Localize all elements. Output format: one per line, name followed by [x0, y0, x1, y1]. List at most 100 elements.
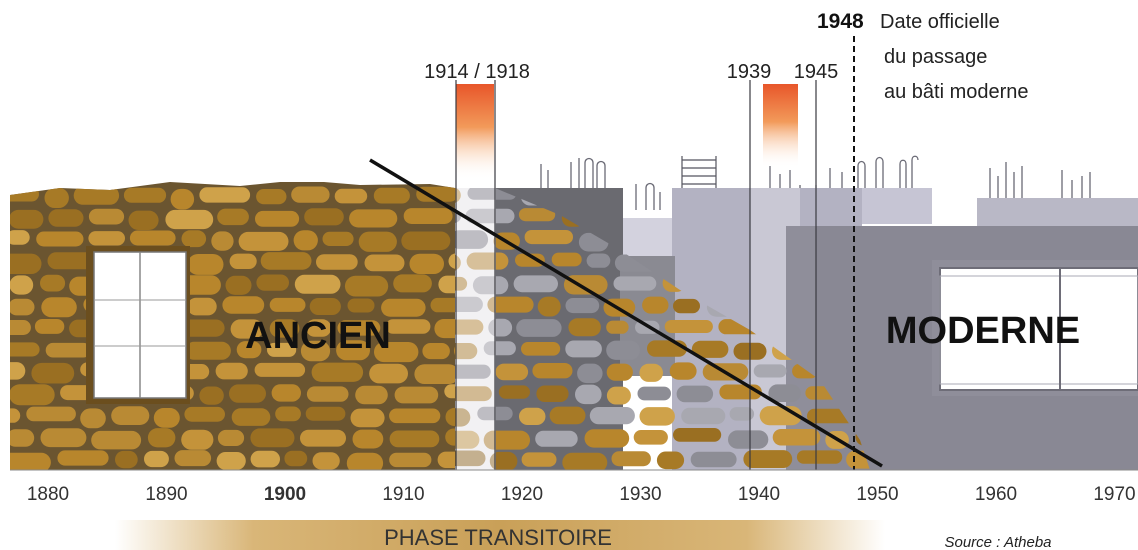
stone	[647, 340, 687, 357]
stone	[165, 209, 214, 230]
stone	[369, 363, 408, 384]
stone	[613, 276, 657, 291]
stone	[381, 298, 426, 317]
stone	[229, 384, 266, 403]
stone	[563, 275, 608, 295]
stone	[385, 319, 431, 334]
stone	[414, 364, 455, 385]
stone	[236, 341, 262, 359]
stone	[532, 363, 573, 379]
stone	[41, 297, 77, 318]
stone	[498, 385, 530, 399]
stone	[589, 407, 635, 425]
stone	[211, 231, 234, 251]
stone	[294, 274, 341, 294]
stone	[10, 209, 44, 229]
stone	[170, 188, 195, 210]
stone	[586, 253, 611, 268]
axis-tick-label: 1930	[619, 484, 661, 505]
stone	[311, 362, 364, 382]
stone	[322, 231, 354, 246]
stone	[129, 230, 176, 246]
label-ww1-years: 1914 / 1918	[424, 61, 530, 83]
stone	[111, 406, 150, 425]
stone	[611, 451, 651, 467]
stone	[358, 231, 397, 252]
stone	[216, 452, 246, 470]
ww2-bar	[763, 84, 798, 168]
ww1-bar	[456, 84, 494, 180]
stone	[537, 296, 561, 317]
stone	[565, 340, 602, 358]
stone	[31, 362, 75, 384]
stone	[254, 362, 306, 377]
stone	[624, 188, 674, 206]
stone	[256, 189, 287, 205]
stone	[217, 429, 245, 446]
stone	[267, 342, 297, 357]
stone	[312, 452, 340, 470]
stone	[10, 320, 31, 335]
stone	[352, 429, 384, 449]
old-window	[86, 246, 190, 404]
stone	[438, 275, 455, 294]
stone	[690, 451, 737, 468]
stone	[26, 406, 76, 422]
stone	[255, 210, 300, 227]
stone	[10, 362, 26, 380]
stone	[584, 429, 630, 448]
stone	[47, 252, 95, 270]
stone	[562, 452, 608, 470]
axis-tick-label: 1940	[738, 484, 780, 505]
phase-band	[115, 520, 885, 550]
stone	[271, 384, 301, 402]
stone	[349, 209, 398, 228]
axis-tick-label: 1890	[145, 484, 187, 505]
year-marker-lines	[455, 80, 817, 470]
stone	[88, 231, 125, 246]
stone	[334, 188, 368, 204]
transition-diagonal	[369, 158, 883, 468]
stone	[743, 450, 793, 468]
stone	[524, 230, 573, 245]
axis-tick-label: 1920	[501, 484, 543, 505]
stone	[633, 430, 668, 445]
stone	[434, 319, 455, 339]
stone	[185, 341, 231, 360]
ww1-pale-band	[456, 188, 496, 470]
stone	[489, 451, 518, 470]
stone	[346, 452, 384, 470]
axis-tick-label: 1910	[382, 484, 424, 505]
stone	[199, 386, 224, 405]
stone	[153, 408, 180, 428]
stone	[73, 186, 120, 205]
stone	[516, 319, 562, 337]
stone	[10, 253, 42, 275]
label-phase: PHASE TRANSITOIRE	[384, 525, 612, 550]
stone	[374, 342, 419, 363]
stone	[187, 297, 217, 316]
stone	[416, 186, 455, 202]
stone	[393, 274, 432, 293]
stone	[515, 253, 545, 267]
stone	[306, 386, 349, 402]
stone	[535, 430, 578, 447]
axis-tick-label: 1950	[856, 484, 898, 505]
stone	[309, 298, 341, 315]
stone	[575, 384, 602, 405]
stone	[487, 296, 534, 313]
stone	[521, 452, 557, 467]
stone	[10, 429, 35, 447]
stone	[394, 386, 439, 404]
stone	[34, 319, 65, 334]
stone	[10, 384, 55, 406]
stone	[401, 231, 451, 251]
stone	[269, 297, 306, 312]
stone	[753, 364, 787, 378]
stone	[250, 428, 295, 448]
stone	[565, 298, 600, 314]
stone	[673, 298, 700, 314]
stone	[256, 274, 289, 291]
stone	[796, 450, 843, 464]
axis-tick-label: 1880	[27, 484, 69, 505]
